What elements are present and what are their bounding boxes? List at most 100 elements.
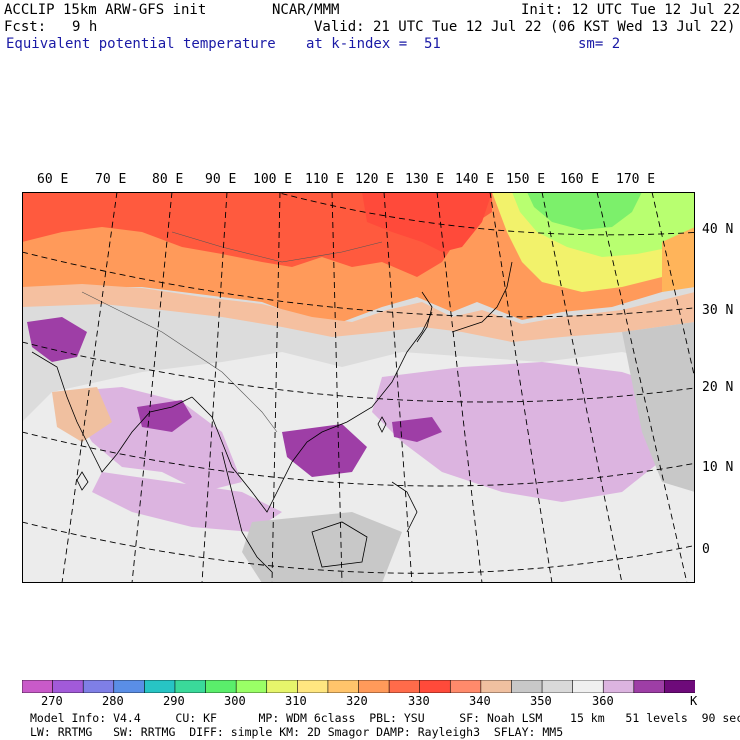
coastline-india (31, 351, 193, 473)
lat-label-0: 0 (702, 542, 710, 557)
lat-label-30n: 30 N (702, 303, 734, 318)
coastline-srilanka (76, 471, 89, 491)
lon-label-120e: 120 E (355, 172, 395, 187)
colorbar-swatch (541, 680, 574, 693)
colorbar-swatch (480, 680, 513, 693)
graticule-lon-110e (331, 192, 343, 583)
colorbar-swatch (82, 680, 115, 693)
colorbar-swatch (633, 680, 666, 693)
graticule-lon-80e (131, 192, 173, 583)
colorbar-swatch (419, 680, 452, 693)
lon-label-80e: 80 E (152, 172, 184, 187)
lon-label-130e: 130 E (405, 172, 445, 187)
theta-e-region-orangeedge (662, 227, 695, 292)
lat-label-40n: 40 N (702, 222, 734, 237)
map-frame (22, 192, 695, 583)
colorbar-swatch (174, 680, 207, 693)
lat-label-20n: 20 N (702, 380, 734, 395)
lon-label-140e: 140 E (455, 172, 495, 187)
graticule-lat-20n (22, 341, 695, 403)
graticule-lat-40n (274, 192, 695, 236)
colorbar-tick-320: 320 (346, 694, 368, 708)
lon-label-100e: 100 E (253, 172, 293, 187)
lon-label-160e: 160 E (560, 172, 600, 187)
colorbar-tick-350: 350 (530, 694, 552, 708)
colorbar-tick-290: 290 (163, 694, 185, 708)
theta-e-band-deepred (362, 192, 492, 252)
colorbar-tick-330: 330 (408, 694, 430, 708)
lon-label-110e: 110 E (305, 172, 345, 187)
lon-label-60e: 60 E (37, 172, 69, 187)
colorbar-swatch (113, 680, 146, 693)
graticule-lon-150e (541, 192, 623, 583)
graticule-lon-130e (436, 192, 483, 583)
colorbar-swatch (52, 680, 84, 693)
theta-e-patch-gray-maritime (242, 512, 402, 583)
graticule-lon-140e (489, 192, 553, 583)
colorbar-swatch (297, 680, 329, 693)
colorbar-tick-270: 270 (41, 694, 63, 708)
coastline-korea (416, 291, 433, 343)
coastline-philippines (391, 481, 418, 533)
colorbar-swatch (664, 680, 695, 693)
colorbar-swatch (388, 680, 421, 693)
lat-label-10n: 10 N (702, 460, 734, 475)
coastlines (31, 261, 513, 573)
colorbar-swatch (602, 680, 635, 693)
graticule-lat-30n (22, 251, 695, 318)
colorbar-tick-360: 360 (592, 694, 614, 708)
political-borders (81, 231, 383, 433)
colorbar-swatch (572, 680, 605, 693)
graticule-lon-120e (383, 192, 413, 583)
coastline-japan (451, 261, 513, 333)
theta-e-cell-purple-wp (392, 417, 442, 442)
theta-e-region-green (527, 192, 642, 230)
graticule (22, 192, 695, 583)
theta-e-cell-purple-scs (282, 424, 367, 477)
graticule-lon-90e (201, 192, 228, 583)
model-info-line1: Model Info: V4.4 CU: KF MP: WDM 6class P… (30, 711, 740, 725)
theta-e-region-lilac-ocean (372, 362, 682, 502)
colorbar-unit: K (690, 694, 698, 708)
border-himalaya (81, 291, 223, 373)
colorbar-swatch (327, 680, 360, 693)
theta-e-cell-purple-west (27, 317, 87, 362)
graticule-lon-70e (61, 192, 118, 583)
valid-time: Valid: 21 UTC Tue 12 Jul 22 (06 KST Wed … (314, 19, 736, 35)
colorbar-tick-310: 310 (285, 694, 307, 708)
graticule-lat-10n (22, 431, 695, 487)
colorbar-swatch (266, 680, 299, 693)
colorbar-swatch (449, 680, 482, 693)
lon-label-70e: 70 E (95, 172, 127, 187)
lon-label-150e: 150 E (506, 172, 546, 187)
forecast-hour: 9 h (72, 19, 98, 35)
init-time: Init: 12 UTC Tue 12 Jul 22 (521, 2, 740, 18)
border-mongolia (171, 231, 383, 263)
colorbar-swatch (235, 680, 268, 693)
smoothing-value: sm= 2 (578, 36, 621, 52)
theta-e-band-salmon (22, 284, 695, 342)
colorbar-swatch (144, 680, 176, 693)
coastline-indochina (191, 311, 433, 513)
colorbar-tick-280: 280 (102, 694, 124, 708)
graticule-lon-160e (596, 192, 688, 583)
field-name: Equivalent potential temperature (6, 36, 276, 52)
coastline-taiwan (377, 416, 387, 433)
colorbar (22, 680, 695, 693)
colorbar-tick-300: 300 (224, 694, 246, 708)
theta-e-patch-gray-east (622, 322, 695, 492)
colorbar-tick-340: 340 (469, 694, 491, 708)
level-index: at k-index = 51 (306, 36, 441, 52)
model-info-line2: LW: RRTMG SW: RRTMG DIFF: simple KM: 2D … (30, 725, 564, 739)
forecast-label: Fcst: (4, 19, 47, 35)
colorbar-swatch (511, 680, 543, 693)
coastline-borneo (311, 521, 368, 568)
theta-e-patch-tan (52, 387, 112, 442)
colorbar-swatch (205, 680, 237, 693)
graticule-lon-100e (271, 192, 281, 583)
theta-e-map (22, 192, 695, 583)
graticule-lat-0 (22, 521, 695, 574)
coastline-malay (221, 451, 273, 573)
theta-e-cell-purple-india (137, 400, 192, 432)
organization-label: NCAR/MMM (272, 2, 340, 18)
